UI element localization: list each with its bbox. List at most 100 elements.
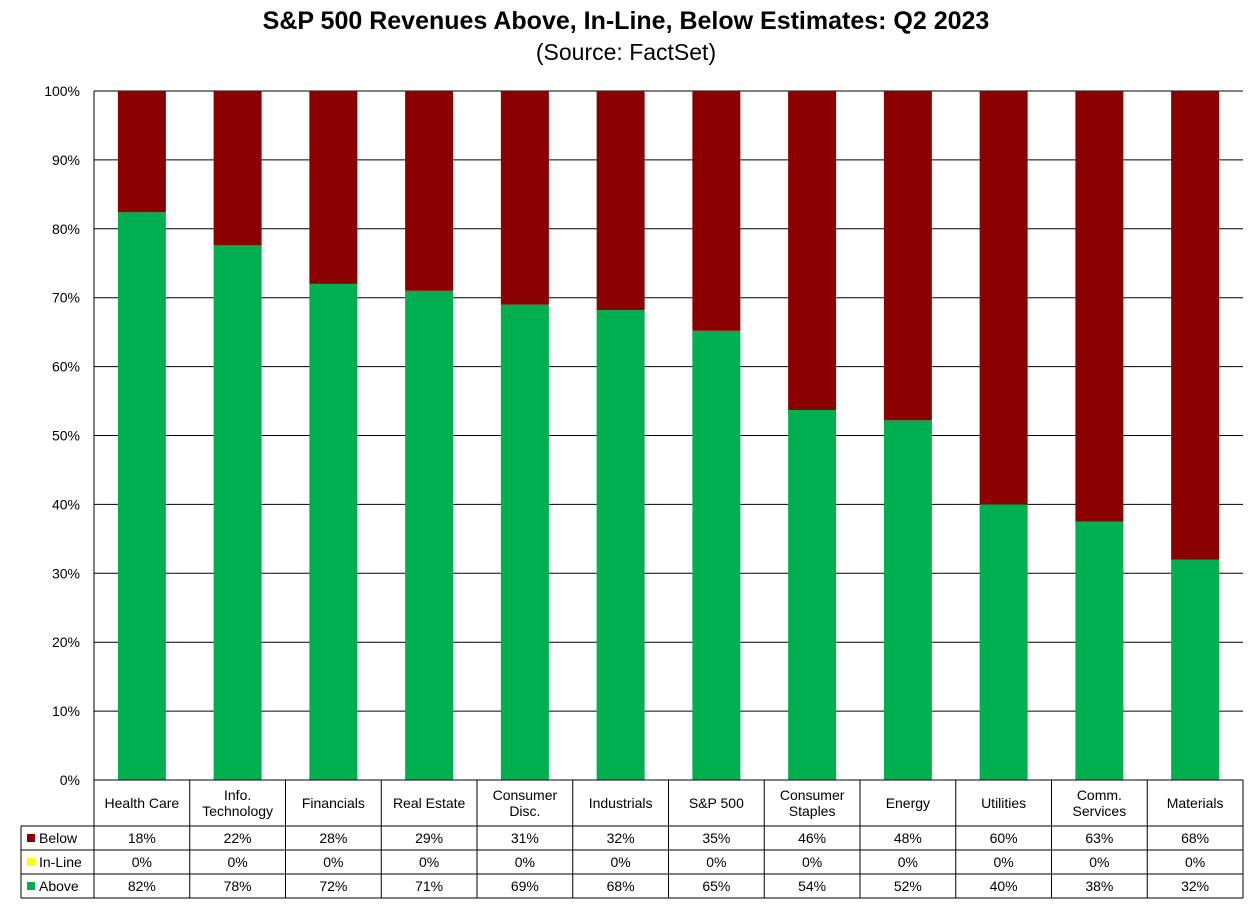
bar-below bbox=[405, 91, 454, 291]
data-label: 40% bbox=[990, 878, 1018, 894]
bar-below bbox=[213, 91, 262, 246]
bar-below bbox=[596, 91, 645, 311]
category-label: Real Estate bbox=[393, 795, 466, 811]
y-tick-label: 90% bbox=[52, 152, 80, 168]
data-label: 0% bbox=[611, 854, 631, 870]
data-label: 68% bbox=[607, 878, 635, 894]
bar-above bbox=[883, 420, 932, 780]
data-label: 54% bbox=[798, 878, 826, 894]
chart-title: S&P 500 Revenues Above, In-Line, Below E… bbox=[262, 7, 990, 35]
y-tick-label: 0% bbox=[60, 772, 80, 788]
category-label: S&P 500 bbox=[689, 795, 744, 811]
bar-above bbox=[213, 245, 262, 780]
bar-above bbox=[309, 283, 358, 780]
data-label: 32% bbox=[1181, 878, 1209, 894]
data-label: 46% bbox=[798, 830, 826, 846]
data-label: 31% bbox=[511, 830, 539, 846]
data-label: 0% bbox=[706, 854, 726, 870]
bar-above bbox=[788, 410, 837, 780]
bars bbox=[117, 91, 1220, 780]
data-label: 0% bbox=[132, 854, 152, 870]
bar-above bbox=[979, 504, 1028, 780]
y-tick-label: 10% bbox=[52, 703, 80, 719]
data-label: 82% bbox=[128, 878, 156, 894]
y-tick-label: 70% bbox=[52, 290, 80, 306]
category-label: Industrials bbox=[589, 795, 653, 811]
gridlines bbox=[93, 90, 1243, 781]
data-label: 18% bbox=[128, 830, 156, 846]
data-label: 72% bbox=[319, 878, 347, 894]
bar-above bbox=[500, 304, 549, 780]
data-label: 0% bbox=[419, 854, 439, 870]
chart-subtitle: (Source: FactSet) bbox=[535, 39, 717, 65]
data-label: 32% bbox=[607, 830, 635, 846]
data-label: 0% bbox=[515, 854, 535, 870]
category-label: Services bbox=[1073, 803, 1127, 819]
y-tick-label: 50% bbox=[52, 428, 80, 444]
data-label: 63% bbox=[1085, 830, 1113, 846]
bar-below bbox=[1075, 91, 1124, 522]
category-label: Energy bbox=[886, 795, 930, 811]
legend-swatch bbox=[27, 882, 35, 890]
data-label: 38% bbox=[1085, 878, 1113, 894]
category-label: Technology bbox=[202, 803, 273, 819]
data-label: 0% bbox=[802, 854, 822, 870]
category-label: Materials bbox=[1167, 795, 1224, 811]
bar-above bbox=[692, 330, 741, 780]
data-label: 69% bbox=[511, 878, 539, 894]
category-label: Disc. bbox=[509, 803, 540, 819]
y-tick-label: 80% bbox=[52, 221, 80, 237]
data-label: 0% bbox=[898, 854, 918, 870]
bar-below bbox=[788, 91, 837, 411]
legend-swatch bbox=[27, 834, 35, 842]
y-tick-label: 100% bbox=[44, 83, 80, 99]
bar-below bbox=[309, 91, 358, 284]
bar-below bbox=[692, 91, 741, 331]
legend-label: Below bbox=[39, 830, 78, 846]
category-label: Utilities bbox=[981, 795, 1026, 811]
category-label: Comm. bbox=[1077, 787, 1122, 803]
bar-below bbox=[500, 91, 549, 305]
bar-below bbox=[883, 91, 932, 421]
bar-above bbox=[1171, 559, 1220, 780]
category-label: Health Care bbox=[105, 795, 180, 811]
data-table: Health Care Info.Technology Financials Real… bbox=[20, 779, 1244, 899]
y-axis-ticks: 0% 10% 20% 30% 40% 50% 60% 70% 80% 90% 100% bbox=[44, 83, 80, 788]
data-label: 0% bbox=[1089, 854, 1109, 870]
data-label: 52% bbox=[894, 878, 922, 894]
data-label: 35% bbox=[702, 830, 730, 846]
category-label: Financials bbox=[302, 795, 365, 811]
data-label: 60% bbox=[990, 830, 1018, 846]
data-label: 78% bbox=[224, 878, 252, 894]
data-label: 68% bbox=[1181, 830, 1209, 846]
data-label: 22% bbox=[224, 830, 252, 846]
data-label: 48% bbox=[894, 830, 922, 846]
category-label: Info. bbox=[224, 787, 251, 803]
bar-above bbox=[117, 212, 166, 780]
y-tick-label: 30% bbox=[52, 565, 80, 581]
data-label: 71% bbox=[415, 878, 443, 894]
data-label: 28% bbox=[319, 830, 347, 846]
bar-above bbox=[405, 290, 454, 780]
data-label: 29% bbox=[415, 830, 443, 846]
category-label: Staples bbox=[789, 803, 836, 819]
bar-below bbox=[117, 91, 166, 213]
bar-below bbox=[1171, 91, 1220, 560]
legend-swatch bbox=[27, 858, 35, 866]
y-tick-label: 20% bbox=[52, 634, 80, 650]
data-label: 0% bbox=[1185, 854, 1205, 870]
bar-above bbox=[596, 310, 645, 780]
data-label: 0% bbox=[323, 854, 343, 870]
bar-above bbox=[1075, 521, 1124, 780]
legend-label: In-Line bbox=[39, 854, 82, 870]
y-tick-label: 40% bbox=[52, 496, 80, 512]
category-label: Consumer bbox=[780, 787, 845, 803]
data-label: 0% bbox=[228, 854, 248, 870]
data-label: 0% bbox=[994, 854, 1014, 870]
y-tick-label: 60% bbox=[52, 359, 80, 375]
bar-below bbox=[979, 91, 1028, 505]
data-label: 65% bbox=[702, 878, 730, 894]
category-label: Consumer bbox=[493, 787, 558, 803]
legend-label: Above bbox=[39, 878, 79, 894]
